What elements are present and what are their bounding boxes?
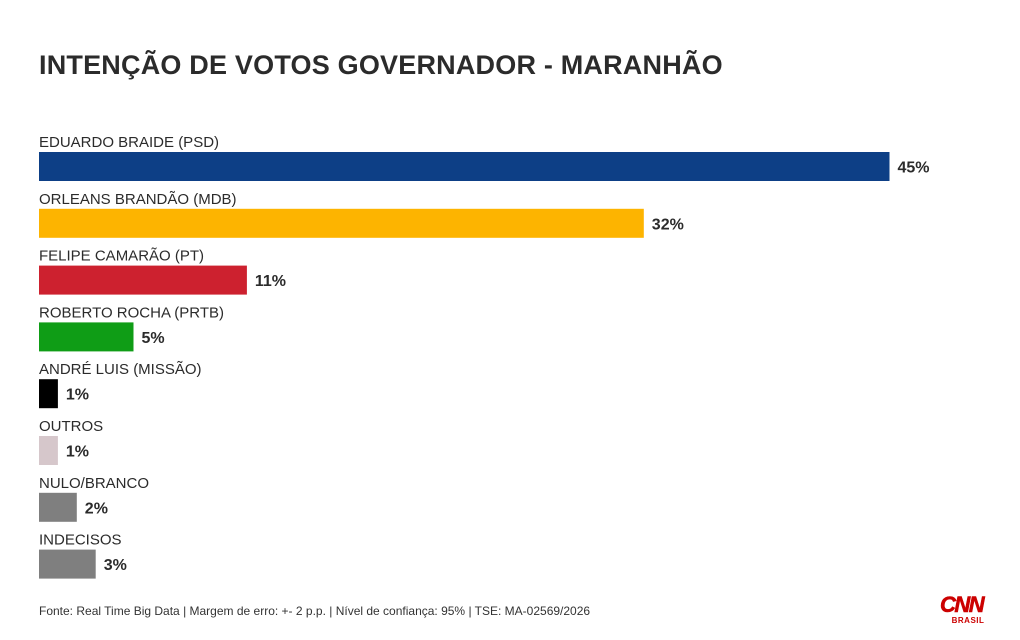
value-label-indecisos: 3% [104, 557, 127, 574]
category-label-andre-luis-missao: ANDRÉ LUIS (MISSÃO) [39, 361, 202, 378]
value-label-roberto-rocha-prtb: 5% [142, 330, 165, 347]
chart-title: INTENÇÃO DE VOTOS GOVERNADOR - MARANHÃO [39, 50, 723, 80]
source-footnote: Fonte: Real Time Big Data | Margem de er… [39, 604, 591, 618]
bar-eduardo-braide-psd [39, 152, 890, 181]
category-label-roberto-rocha-prtb: ROBERTO ROCHA (PRTB) [39, 304, 224, 321]
value-label-outros: 1% [66, 444, 89, 461]
bar-roberto-rocha-prtb [39, 322, 134, 352]
category-label-nulo-branco: NULO/BRANCO [39, 475, 149, 492]
category-label-felipe-camarao-pt: FELIPE CAMARÃO (PT) [39, 248, 204, 265]
category-label-orleans-brandao-mdb: ORLEANS BRANDÃO (MDB) [39, 191, 237, 208]
logo-wordmark: CNN [940, 592, 985, 617]
bar-chart: EDUARDO BRAIDE (PSD) 45% ORLEANS BRANDÃO (… [39, 134, 930, 579]
value-label-eduardo-braide-psd: 45% [898, 160, 930, 177]
bar-andre-luis-missao [39, 379, 58, 409]
category-label-indecisos: INDECISOS [39, 532, 122, 549]
bar-felipe-camarao-pt [39, 265, 247, 295]
value-label-felipe-camarao-pt: 11% [255, 273, 286, 290]
value-label-orleans-brandao-mdb: 32% [652, 216, 684, 233]
value-label-andre-luis-missao: 1% [66, 387, 89, 404]
category-label-outros: OUTROS [39, 418, 103, 435]
logo-subtext: BRASIL [951, 616, 985, 625]
bar-indecisos [39, 549, 96, 579]
category-label-eduardo-braide-psd: EDUARDO BRAIDE (PSD) [39, 134, 219, 151]
bar-orleans-brandao-mdb [39, 208, 644, 238]
bar-nulo-branco [39, 492, 77, 522]
cnn-brasil-logo: CNN BRASIL [940, 592, 990, 628]
value-label-nulo-branco: 2% [85, 500, 108, 517]
bar-outros [39, 436, 58, 465]
